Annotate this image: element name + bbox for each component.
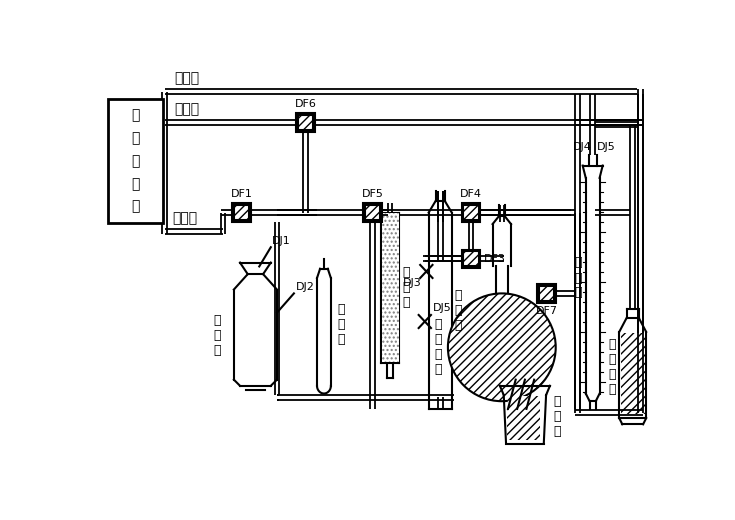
Text: DJ1: DJ1 xyxy=(273,236,291,245)
Text: 水
准
瓶: 水 准 瓶 xyxy=(213,314,220,357)
Text: 燃气管: 燃气管 xyxy=(173,71,199,85)
Bar xyxy=(365,205,380,220)
Text: 氧气管: 氧气管 xyxy=(173,102,199,116)
Text: DJ5: DJ5 xyxy=(597,142,616,152)
Bar xyxy=(107,99,163,223)
Text: DJ4: DJ4 xyxy=(573,142,592,152)
Text: 量
气
筒: 量 气 筒 xyxy=(455,289,462,332)
Text: DF3: DF3 xyxy=(484,254,506,264)
Bar xyxy=(298,115,313,130)
Bar xyxy=(463,205,478,220)
Bar xyxy=(462,250,480,268)
Text: DF1: DF1 xyxy=(231,189,253,200)
Text: DJ3: DJ3 xyxy=(404,278,422,288)
Bar xyxy=(363,203,381,222)
Text: 贮
气
瓶: 贮 气 瓶 xyxy=(337,303,345,346)
Text: 吸
收
管: 吸 收 管 xyxy=(403,266,410,309)
Bar xyxy=(507,396,540,440)
Text: DJ5: DJ5 xyxy=(432,303,451,313)
Text: 滴
定
液
瓶: 滴 定 液 瓶 xyxy=(609,337,616,396)
Bar xyxy=(232,203,251,222)
Bar xyxy=(296,113,315,132)
Text: 滴
定
管: 滴 定 管 xyxy=(574,256,582,300)
Text: DJ2: DJ2 xyxy=(295,282,315,292)
Text: 氧气管: 氧气管 xyxy=(172,212,198,226)
Bar xyxy=(381,213,398,362)
Bar xyxy=(463,251,478,266)
Bar xyxy=(539,285,554,301)
Text: DF5: DF5 xyxy=(362,189,384,200)
Circle shape xyxy=(448,293,556,401)
Text: DF4: DF4 xyxy=(460,189,482,200)
Text: DF7: DF7 xyxy=(536,306,557,317)
Text: 废
液
杯: 废 液 杯 xyxy=(553,395,561,438)
Bar xyxy=(621,333,645,414)
Text: 电
弧
燃
烧
炉: 电 弧 燃 烧 炉 xyxy=(131,108,140,214)
Text: 硫
吸
收
杯: 硫 吸 收 杯 xyxy=(434,318,442,376)
Text: DF6: DF6 xyxy=(295,99,316,109)
Bar xyxy=(234,205,249,220)
Bar xyxy=(537,284,556,303)
Bar xyxy=(462,203,480,222)
